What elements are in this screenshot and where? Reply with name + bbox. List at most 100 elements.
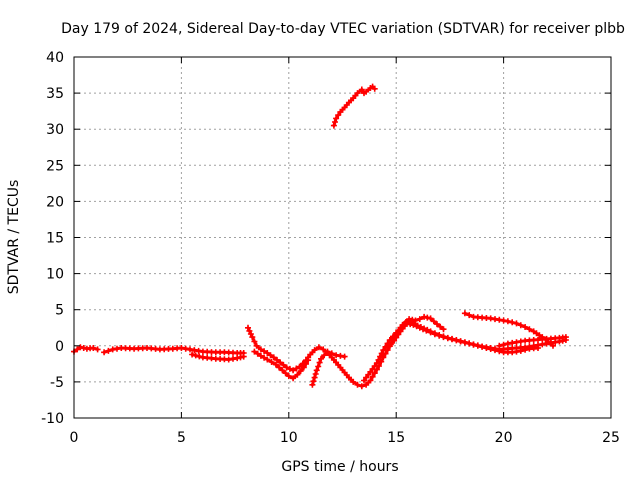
data-point	[277, 359, 284, 366]
y-tick-label: 25	[46, 158, 64, 174]
data-point	[264, 356, 271, 363]
data-point	[335, 112, 342, 119]
data-point	[286, 365, 293, 372]
data-point	[535, 345, 541, 351]
data-point	[416, 324, 423, 331]
data-point	[189, 351, 196, 358]
data-point	[380, 347, 387, 354]
data-point	[90, 345, 97, 351]
data-point	[247, 331, 254, 337]
data-point	[94, 346, 101, 353]
data-point	[373, 360, 380, 367]
data-point	[251, 338, 258, 345]
data-point	[496, 348, 503, 355]
data-point	[285, 373, 292, 380]
data-point	[375, 356, 382, 363]
data-point	[363, 88, 370, 95]
data-track	[101, 345, 247, 356]
data-point	[517, 322, 524, 329]
data-point	[332, 119, 338, 125]
data-point	[290, 375, 297, 382]
data-point	[293, 365, 300, 372]
x-tick-label: 0	[70, 430, 79, 446]
data-point	[328, 350, 335, 357]
data-point	[300, 364, 307, 371]
data-point	[267, 352, 274, 359]
x-tick-label: 15	[387, 430, 405, 446]
data-layer	[71, 83, 569, 390]
y-tick-label: 35	[46, 86, 64, 102]
data-point	[316, 359, 323, 366]
data-point	[423, 327, 430, 334]
data-point	[526, 326, 533, 333]
data-point	[466, 312, 473, 319]
data-point	[387, 341, 394, 348]
data-point	[395, 331, 402, 338]
data-point	[264, 350, 271, 356]
data-point	[261, 354, 268, 361]
data-point	[449, 336, 455, 343]
data-point	[487, 346, 494, 352]
data-point	[249, 334, 256, 341]
data-point	[504, 318, 511, 325]
x-tick-label: 5	[177, 430, 186, 446]
data-point	[315, 344, 322, 351]
data-track	[330, 83, 378, 129]
data-track	[189, 351, 247, 363]
data-point	[444, 335, 451, 342]
data-point	[483, 345, 490, 351]
data-point	[391, 337, 398, 344]
data-point	[413, 323, 420, 330]
data-point	[333, 115, 340, 122]
data-point	[251, 348, 258, 355]
data-point	[257, 346, 264, 353]
data-point	[276, 364, 283, 371]
data-point	[371, 370, 378, 377]
data-point	[390, 333, 396, 340]
x-tick-labels: 0 5 10 15 20 25	[70, 430, 620, 446]
data-point	[196, 353, 203, 360]
data-point	[437, 323, 444, 330]
data-point	[542, 336, 549, 343]
data-point	[440, 334, 447, 341]
data-track	[251, 348, 312, 382]
data-track	[461, 310, 556, 349]
data-point	[517, 347, 524, 354]
grid	[74, 57, 611, 418]
data-point	[410, 321, 417, 328]
data-point	[427, 315, 434, 322]
data-point	[466, 340, 473, 347]
data-point	[297, 368, 304, 375]
data-point	[270, 354, 277, 361]
data-point	[315, 363, 322, 370]
y-axis-label: SDTVAR / TECUs	[6, 180, 22, 295]
data-point	[470, 341, 477, 348]
data-point	[509, 319, 516, 326]
y-tick-label: 10	[46, 267, 64, 283]
data-point	[324, 348, 331, 355]
data-point	[309, 381, 316, 388]
data-point	[313, 367, 320, 374]
tick-marks	[73, 56, 612, 419]
data-point	[283, 364, 290, 371]
data-point	[369, 373, 376, 380]
data-point	[303, 360, 309, 367]
data-point	[434, 321, 440, 328]
y-tick-labels: -10 -5 0 5 10 15 20 25 30 35 40	[41, 50, 64, 427]
data-point	[461, 339, 468, 346]
data-point	[496, 342, 503, 349]
data-point	[257, 352, 264, 359]
data-point	[318, 355, 324, 362]
data-point	[431, 331, 438, 338]
data-point	[253, 342, 260, 349]
data-point	[290, 367, 297, 374]
data-point	[280, 361, 287, 368]
data-point	[192, 352, 199, 359]
x-axis-label: GPS time / hours	[281, 459, 398, 475]
data-point	[474, 342, 481, 349]
data-point	[350, 378, 357, 385]
x-tick-label: 10	[280, 430, 298, 446]
data-point	[378, 350, 385, 357]
data-point	[430, 318, 437, 325]
data-point	[354, 381, 361, 388]
